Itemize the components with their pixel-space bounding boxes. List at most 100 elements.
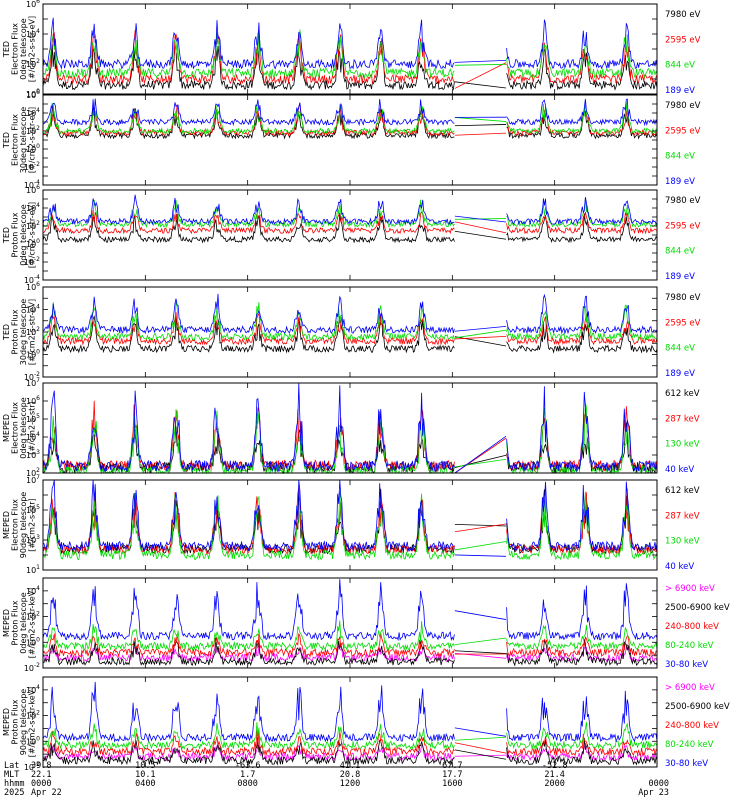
legend-8-5: 30-80 keV <box>665 759 708 769</box>
ytick-label-8-0: 100 <box>26 735 40 746</box>
legend-8-2: 2500-6900 keV <box>665 702 730 712</box>
legend-4-3: 844 eV <box>665 344 695 354</box>
xaxis-hhmm-1: 0400 <box>135 779 155 789</box>
xaxis-mlt-3: 20.8 <box>340 770 360 780</box>
xaxis-hhmm-2: 0800 <box>237 779 257 789</box>
legend-7-4: 80-240 keV <box>665 641 714 651</box>
series-1-4-seg-2 <box>506 19 658 70</box>
gap-connector-2-2 <box>454 132 507 136</box>
panel-5: 612 keV 287 keV 130 keV 40 keV 102 103 104 105 1… <box>2 377 700 478</box>
legend-7-2: 2500-6900 keV <box>665 603 730 613</box>
series-6-1-seg-1 <box>42 488 455 555</box>
xaxis-hhmm-4: 1600 <box>442 779 462 789</box>
panel-4: 7980 eV 2595 eV 844 eV 189 eV 10-2 100 102 104 1… <box>2 281 701 382</box>
series-8-3-seg-1 <box>42 730 455 757</box>
legend-3-4: 189 eV <box>665 272 695 282</box>
legend-1-3: 844 eV <box>665 61 695 71</box>
ytick-label-2-0: 100 <box>26 143 40 154</box>
series-7-3-seg-1 <box>42 633 455 658</box>
ytick-label-8--2: 10-2 <box>24 761 40 772</box>
series-1-3-seg-1 <box>42 29 455 79</box>
legend-1-4: 189 eV <box>665 86 695 96</box>
legend-1-1: 7980 eV <box>665 10 701 20</box>
legend-7-1: > 6900 keV <box>665 584 715 594</box>
ylabel-4: TEDProton Flux30deg telescope[#/cm2-s-st… <box>2 299 37 366</box>
legend-3-1: 7980 eV <box>665 196 701 206</box>
series-1-1-seg-1 <box>42 41 455 91</box>
series-4-1-seg-1 <box>42 315 455 354</box>
series-4-4-seg-1 <box>42 293 455 335</box>
xaxis-row-label-2: hhmm <box>4 779 24 789</box>
panel-7: > 6900 keV 2500-6900 keV 240-800 keV 80-240… <box>2 577 730 673</box>
ylabel-1: TEDElectron Flux0deg telescope[#/cm2-s-s… <box>2 16 37 82</box>
ytick-label-5-4: 104 <box>26 431 40 442</box>
panel-frame-3 <box>42 189 658 281</box>
series-8-4-seg-2 <box>506 721 658 750</box>
series-8-5-seg-1 <box>42 681 455 743</box>
ytick-label-1-2: 102 <box>26 58 40 69</box>
ytick-label-1-0: 100 <box>26 88 40 99</box>
gap-connector-8-4 <box>454 736 507 741</box>
gap-connector-7-2 <box>454 650 507 654</box>
series-5-2-seg-1 <box>42 400 455 473</box>
legend-8-4: 80-240 keV <box>665 740 714 750</box>
series-4-4-seg-2 <box>506 293 658 335</box>
panel-frame-1 <box>42 3 658 95</box>
series-2-4-seg-2 <box>506 98 658 127</box>
series-3-4-seg-1 <box>42 194 455 226</box>
series-3-3-seg-1 <box>42 199 455 229</box>
series-3-2-seg-2 <box>506 211 658 235</box>
gap-connector-5-4 <box>454 435 507 474</box>
panel-8: > 6900 keV 2500-6900 keV 240-800 keV 80-240… <box>2 676 730 772</box>
panel-6: 612 keV 287 keV 130 keV 40 keV 101 103 105 107 M… <box>2 474 700 575</box>
ylabel-8: MEPEDProton Flux90deg telescope[#/cm2-s-… <box>2 687 37 758</box>
xaxis-lat-2: -63.6 <box>235 761 261 771</box>
ytick-label-7-2: 102 <box>26 611 40 622</box>
ytick-label-6-1: 101 <box>26 564 40 575</box>
ytick-label-7-0: 100 <box>26 636 40 647</box>
ytick-label-7--2: 10-2 <box>24 662 40 673</box>
legend-2-1: 7980 eV <box>665 101 701 111</box>
gap-connector-1-1 <box>454 81 507 89</box>
series-7-5-seg-1 <box>42 579 455 642</box>
series-6-4-seg-1 <box>42 479 455 552</box>
xaxis-lat-3: 41.1 <box>340 761 360 771</box>
legend-7-3: 240-800 keV <box>665 622 719 632</box>
panel-1: 7980 eV 2595 eV 844 eV 189 eV 100 102 104 106 TE… <box>2 0 701 99</box>
series-7-1-seg-1 <box>42 645 455 663</box>
gap-connector-7-4 <box>454 637 507 646</box>
series-3-4-seg-2 <box>506 197 658 226</box>
legend-5-2: 287 keV <box>665 414 700 424</box>
ytick-label-5-2: 102 <box>26 467 40 478</box>
ytick-label-4-0: 100 <box>26 349 40 360</box>
series-5-4-seg-1 <box>42 383 455 473</box>
gap-connector-3-4 <box>454 215 507 223</box>
gap-connector-5-3 <box>454 458 507 468</box>
xaxis-hhmm-5: 2000 <box>544 779 564 789</box>
series-2-3-seg-2 <box>506 101 658 135</box>
series-8-3-seg-2 <box>506 733 658 757</box>
series-2-1-seg-1 <box>42 105 455 140</box>
ytick-label-3-2: 102 <box>26 220 40 231</box>
ytick-label-5-5: 105 <box>26 413 40 424</box>
series-3-1-seg-2 <box>506 213 658 244</box>
legend-3-3: 844 eV <box>665 247 695 257</box>
ytick-label-6-5: 105 <box>26 504 40 515</box>
xaxis-date-6: Apr 23 <box>638 788 669 798</box>
legend-8-3: 240-800 keV <box>665 721 719 731</box>
legend-6-1: 612 keV <box>665 486 700 496</box>
ytick-label-4-2: 102 <box>26 326 40 337</box>
series-6-3-seg-2 <box>506 489 658 561</box>
legend-4-4: 189 eV <box>665 369 695 379</box>
ylabel-7: MEPEDProton Flux0deg telescope[#/cm2-s-s… <box>2 588 37 659</box>
legend-4-2: 2595 eV <box>665 318 701 328</box>
gap-connector-6-4 <box>454 554 507 557</box>
series-7-4-seg-1 <box>42 620 455 652</box>
ytick-label-3--4: 10-4 <box>24 274 40 285</box>
gap-connector-2-1 <box>454 124 507 127</box>
gap-connector-8-1 <box>454 754 507 757</box>
legend-6-4: 40 keV <box>665 562 694 572</box>
legend-6-3: 130 keV <box>665 537 700 547</box>
ytick-label-2--2: 10-2 <box>24 161 40 172</box>
ytick-label-6-7: 107 <box>26 474 40 485</box>
